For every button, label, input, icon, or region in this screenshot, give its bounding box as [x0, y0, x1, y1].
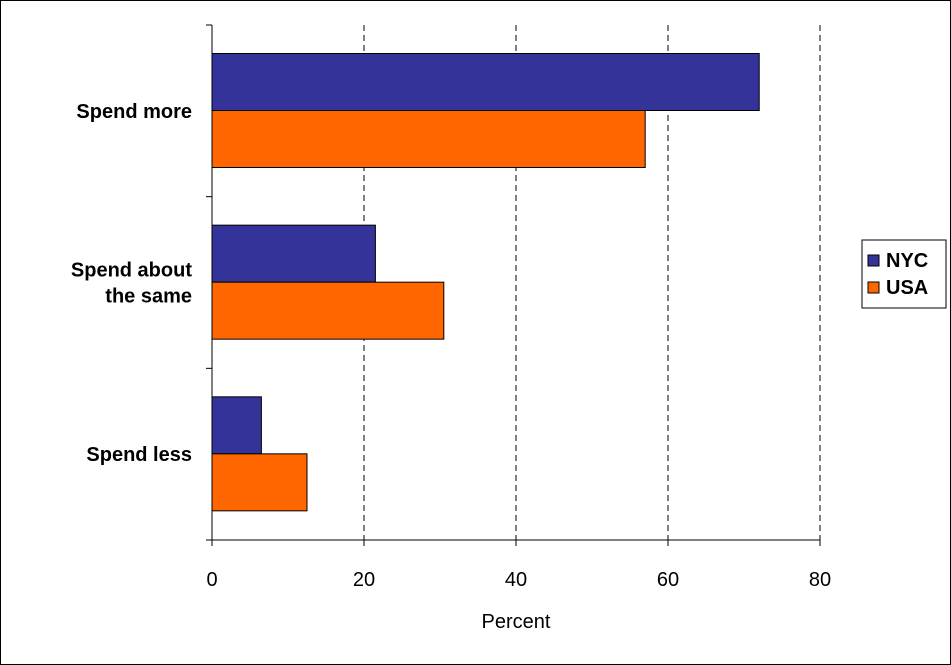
x-tick-label-0: 0 — [206, 569, 217, 591]
category-label-line: Spend more — [76, 101, 192, 123]
bars — [211, 53, 760, 512]
axes — [206, 24, 821, 546]
legend-swatch-usa — [867, 281, 880, 294]
legend-box — [861, 239, 947, 309]
bar-usa-1 — [211, 281, 445, 340]
bar-nyc-2 — [211, 396, 262, 455]
bar-usa-0 — [211, 110, 646, 168]
category-label-line: Spend about — [71, 260, 192, 282]
x-tick-label-20: 20 — [353, 569, 375, 591]
x-tick-label-40: 40 — [505, 569, 527, 591]
x-tick-label-80: 80 — [809, 569, 831, 591]
x-tick-labels: 0 20 40 60 80 — [206, 569, 831, 591]
category-label-line: Spend less — [86, 444, 192, 466]
x-axis-title: Percent — [482, 611, 551, 633]
category-label-1: Spend about the same — [71, 260, 192, 308]
x-tick-label-60: 60 — [657, 569, 679, 591]
bar-nyc-0 — [211, 53, 760, 111]
bar-usa-2 — [211, 453, 308, 512]
legend-swatch-nyc — [867, 254, 880, 267]
legend-label-nyc: NYC — [886, 250, 928, 272]
legend: NYC USA — [861, 239, 947, 309]
legend-label-usa: USA — [886, 277, 928, 299]
category-label-2: Spend less — [86, 444, 192, 466]
category-labels: Spend more Spend about the same Spend less — [71, 101, 192, 466]
category-label-line: the same — [105, 286, 192, 308]
bar-nyc-1 — [211, 224, 376, 283]
category-label-0: Spend more — [76, 101, 192, 123]
